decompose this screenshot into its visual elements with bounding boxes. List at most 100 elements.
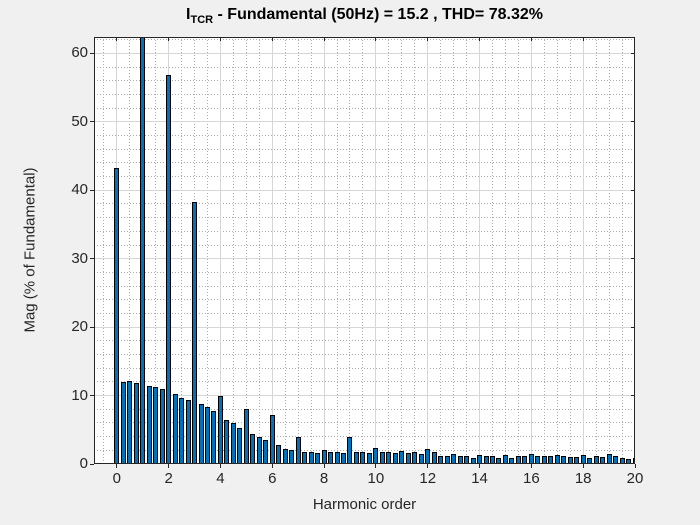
bar (204, 407, 210, 464)
minor-gridline-y (94, 107, 635, 109)
bar (477, 455, 483, 464)
minor-gridline-x (284, 37, 286, 464)
minor-gridline-x (362, 37, 364, 464)
x-tick-label: 4 (216, 470, 225, 487)
x-tick-top (219, 37, 221, 41)
bar (425, 448, 431, 464)
bar (308, 452, 314, 464)
minor-gridline-x (401, 37, 403, 464)
bar (515, 456, 521, 464)
bar (405, 453, 411, 464)
y-tick-label: 40 (71, 181, 88, 199)
bar (593, 456, 599, 464)
bar (561, 456, 567, 464)
chart-title: ITCR - Fundamental (50Hz) = 15.2 , THD= … (94, 6, 635, 32)
bar (386, 451, 392, 464)
minor-gridline-x (310, 37, 312, 464)
bar (127, 381, 133, 464)
minor-gridline-x (245, 37, 247, 464)
x-tick-bottom (168, 464, 170, 468)
bar (230, 422, 236, 464)
major-gridline-y (94, 395, 635, 397)
bar (347, 436, 353, 464)
bar (295, 437, 301, 464)
bar (282, 448, 288, 464)
bar (211, 410, 217, 464)
title-stats-text: - Fundamental (50Hz) = 15.2 , THD= 78.32… (213, 6, 543, 23)
bar (321, 449, 327, 464)
minor-gridline-x (349, 37, 351, 464)
bar (379, 452, 385, 464)
x-tick-bottom (116, 464, 118, 468)
bar (217, 396, 223, 464)
minor-gridline-y (94, 217, 635, 219)
minor-gridline-y (94, 354, 635, 355)
x-tick-label: 16 (523, 470, 540, 487)
minor-gridline-y (94, 381, 635, 383)
major-gridline-x (323, 37, 325, 464)
bar (243, 409, 249, 464)
bar (470, 457, 476, 464)
bar (451, 453, 457, 464)
minor-gridline-x (504, 37, 506, 464)
minor-gridline-x (258, 37, 260, 464)
bar (224, 419, 230, 464)
minor-gridline-x (556, 37, 558, 464)
y-tick-left (90, 395, 94, 397)
bar (172, 394, 178, 464)
x-tick-label: 18 (574, 470, 592, 487)
bar (120, 381, 126, 464)
minor-gridline-x (543, 37, 545, 464)
bar (185, 399, 191, 464)
bar (399, 450, 405, 464)
y-tick-left (90, 326, 94, 328)
minor-gridline-y (94, 66, 635, 68)
bar (600, 457, 606, 464)
minor-gridline-y (94, 436, 635, 438)
bar (302, 451, 308, 464)
minor-gridline-x (608, 37, 610, 464)
y-axis-label: Mag (% of Fundamental) (21, 167, 39, 333)
x-tick-label: 6 (268, 470, 277, 487)
bar (418, 453, 424, 464)
y-tick-right (631, 52, 635, 54)
bar (366, 453, 372, 464)
minor-gridline-x (336, 37, 338, 464)
minor-gridline-y (94, 285, 635, 287)
bar (373, 448, 379, 464)
minor-gridline-y (94, 148, 635, 150)
minor-gridline-x (129, 37, 131, 464)
y-tick-right (631, 463, 635, 464)
x-tick-top (582, 37, 584, 41)
minor-gridline-y (94, 135, 635, 137)
minor-gridline-y (94, 271, 635, 273)
y-tick-right (631, 189, 635, 191)
minor-gridline-x (595, 37, 597, 464)
x-tick-bottom (323, 464, 325, 468)
bar (412, 452, 418, 464)
major-gridline-x (634, 37, 635, 464)
bar (548, 456, 554, 464)
bar (237, 428, 243, 464)
minor-gridline-x (621, 37, 623, 464)
bar (541, 455, 547, 464)
bar (276, 444, 282, 464)
major-gridline-y (94, 326, 635, 328)
major-gridline-y (94, 258, 635, 260)
bar (192, 201, 198, 464)
x-tick-label: 2 (164, 470, 173, 487)
x-tick-bottom (530, 464, 532, 468)
bar (166, 75, 172, 464)
bar (587, 457, 593, 464)
minor-gridline-x (453, 37, 455, 464)
minor-gridline-y (94, 203, 635, 205)
bar (619, 457, 625, 464)
bar (114, 167, 120, 464)
minor-gridline-x (466, 37, 468, 464)
bar (334, 451, 340, 464)
y-tick-right (631, 395, 635, 397)
y-tick-left (90, 463, 94, 465)
bar (574, 457, 580, 464)
y-tick-right (631, 326, 635, 328)
x-tick-top (634, 37, 635, 41)
